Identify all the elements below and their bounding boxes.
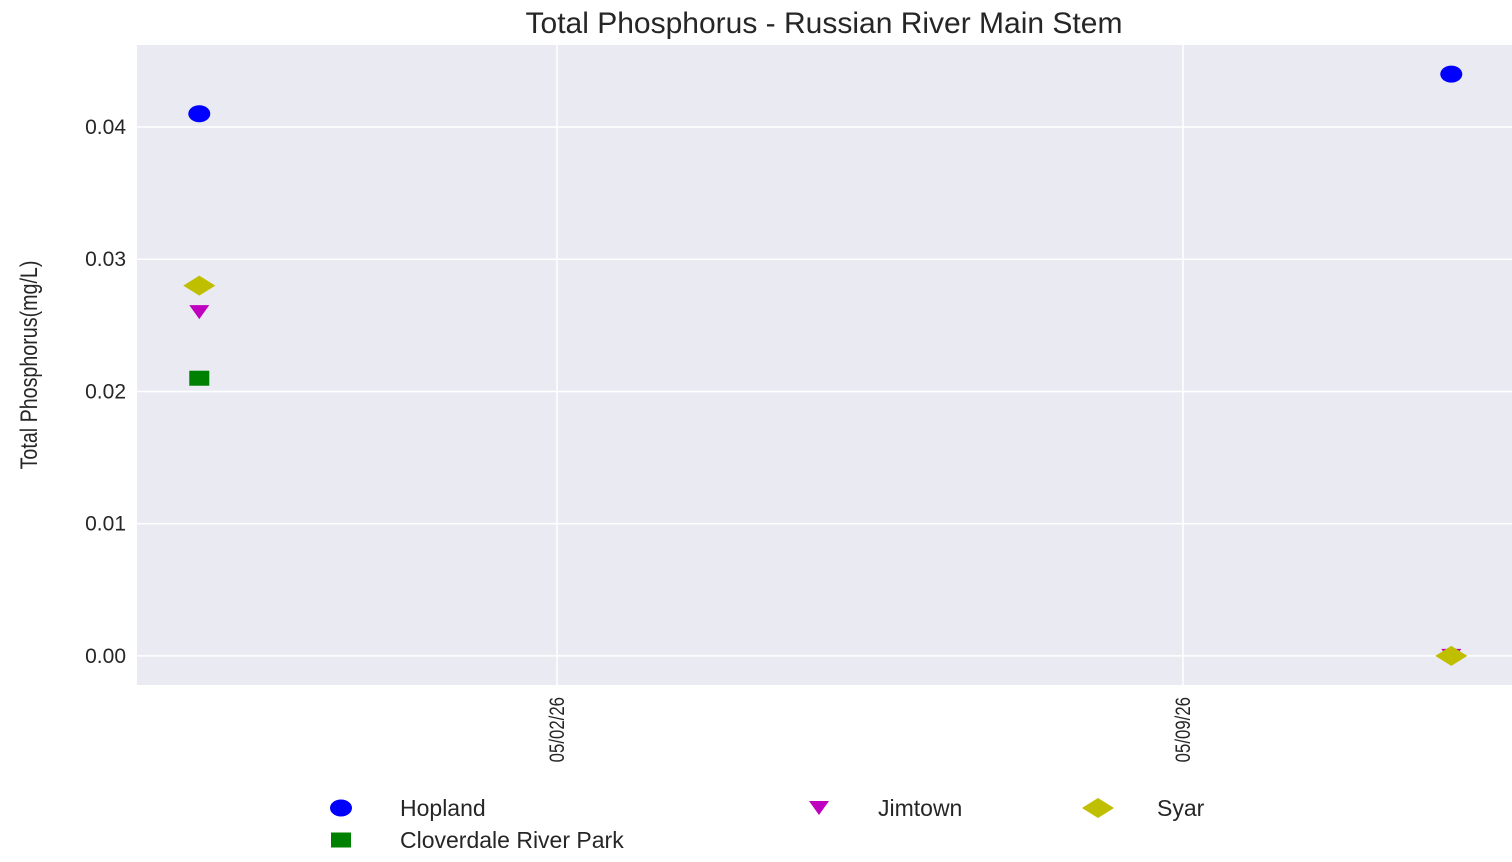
data-point-syar <box>1435 645 1468 666</box>
grid-lines <box>137 45 1512 685</box>
x-tick-label: 05/02/26 <box>546 697 569 762</box>
legend-label-cloverdale-river-park: Cloverdale River Park <box>400 827 624 853</box>
data-point-cloverdale-river-park <box>189 370 210 386</box>
legend-label-hopland: Hopland <box>400 795 486 821</box>
legend-marker-hopland <box>330 799 352 817</box>
y-tick-label: 0.03 <box>85 248 126 271</box>
y-tick-label: 0.02 <box>85 380 126 403</box>
y-tick-label: 0.01 <box>85 513 126 536</box>
legend-marker-jimtown <box>809 801 829 815</box>
y-axis-label: Total Phosphorus(mg/L) <box>15 261 42 470</box>
legend-marker-syar <box>1082 798 1114 818</box>
data-point-hopland <box>1440 65 1463 83</box>
data-point-hopland <box>188 105 211 123</box>
legend-marker-cloverdale-river-park <box>331 832 351 848</box>
data-point-syar <box>183 275 216 296</box>
x-tick-labels: 05/02/26 05/09/26 <box>546 697 1195 762</box>
plot-area <box>137 45 1512 685</box>
y-tick-labels: 0.00 0.01 0.02 0.03 0.04 <box>85 116 126 668</box>
y-tick-label: 0.04 <box>85 116 126 139</box>
chart-title: Total Phosphorus - Russian River Main St… <box>526 7 1123 40</box>
legend-label-syar: Syar <box>1157 795 1205 821</box>
data-points <box>183 65 1468 666</box>
y-tick-label: 0.00 <box>85 645 126 668</box>
legend: Hopland Jimtown Syar Cloverdale River Park <box>330 795 1205 853</box>
legend-label-jimtown: Jimtown <box>878 795 962 821</box>
x-tick-label: 05/09/26 <box>1172 697 1195 762</box>
data-point-jimtown <box>189 305 210 320</box>
